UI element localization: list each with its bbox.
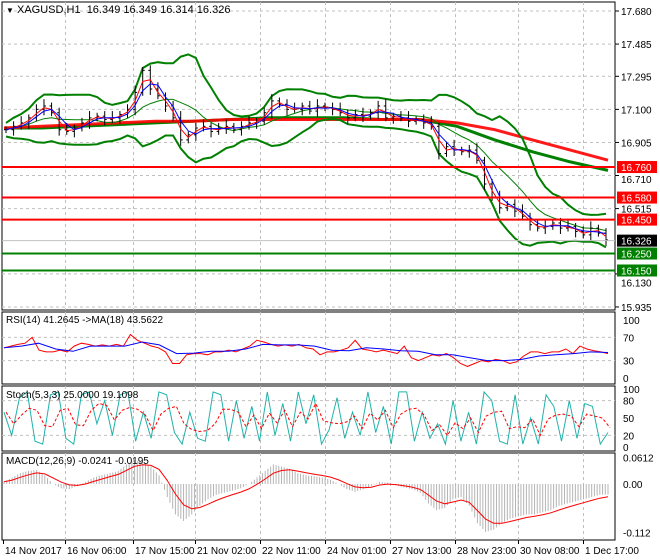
bollinger-lower-band [5,117,607,249]
price-axis-label: 17.680 [621,7,652,18]
dropdown-triangle-icon[interactable]: ▼ [6,6,14,15]
stoch-axis-label: 80 [623,397,635,408]
resistance-level-label: 16.450 [621,216,652,227]
macd-axis-label: -0.112 [623,529,651,540]
price-axis-label: 15.935 [621,303,652,314]
time-label: 14 Nov 2017 [5,546,62,557]
resistance-level-tag [617,161,657,174]
time-label: 27 Nov 13:00 [392,546,452,557]
price-axis-label: 16.710 [621,175,652,186]
resistance-level-tag [617,213,657,226]
current-price-label: 16.326 [621,237,652,248]
chart-header: ▼ XAGUSD,H1 16.349 16.349 16.314 16.326 [6,4,230,16]
price-axis-label: 16.130 [621,278,652,289]
macd-signal-line [3,464,609,524]
rsi-axis-label: 30 [623,357,635,368]
stoch-axis-label: 100 [623,385,640,396]
ohlc-values: 16.349 16.349 16.314 16.326 [86,4,231,16]
bollinger-upper-band [5,53,607,216]
rsi-axis-label: 100 [623,316,640,327]
rsi-axis-label: 70 [623,333,635,344]
stoch-axis-label: 20 [623,431,635,442]
stoch-label: Stoch(5,3,3) 25.0000 19.1098 [6,390,139,401]
time-label: 16 Nov 06:00 [67,546,127,557]
support-level-tag [617,264,657,277]
price-axis-label: 17.100 [621,105,652,116]
pane-price [1,1,616,311]
time-label: 17 Nov 15:00 [135,546,195,557]
macd-label: MACD(12,26,9) -0.0241 -0.0195 [6,456,149,467]
rsi-label: RSI(14) 41.2645 ->MA(18) 43.5622 [6,315,164,326]
price-axis-label: 16.905 [621,138,652,149]
macd-axis-label: 0.00 [623,480,643,491]
support-level-label: 16.250 [621,250,652,261]
time-label: 24 Nov 01:00 [327,546,387,557]
resistance-level-tag [617,191,657,204]
time-label: 22 Nov 11:00 [262,546,321,557]
support-level-tag [617,247,657,260]
resistance-level-label: 16.580 [621,194,652,205]
price-axis-label: 16.515 [621,205,652,216]
stoch-axis-label: 50 [623,414,635,425]
ma-mid-line [5,83,607,235]
macd-axis-label: 0.0612 [623,453,654,464]
symbol-label: XAGUSD,H1 [16,4,81,16]
stoch-axis-label: 0 [623,443,629,454]
rsi-axis-label: 0 [623,374,629,385]
stoch-main-line [3,390,609,446]
time-label: 1 Dec 17:00 [585,546,639,557]
rsi-line [3,333,609,367]
time-label: 28 Nov 23:00 [457,546,517,557]
time-label: 30 Nov 08:00 [520,546,580,557]
time-label: 21 Nov 02:00 [197,546,257,557]
bollinger-middle-band [5,98,607,232]
price-axis-label: 17.485 [621,40,652,51]
price-axis-label: 17.295 [621,72,652,83]
stoch-signal-line [5,402,611,437]
current-price-tag [617,234,657,247]
resistance-level-label: 16.760 [621,163,652,174]
rsi-ma-line [3,341,609,362]
support-level-label: 16.150 [621,266,652,277]
